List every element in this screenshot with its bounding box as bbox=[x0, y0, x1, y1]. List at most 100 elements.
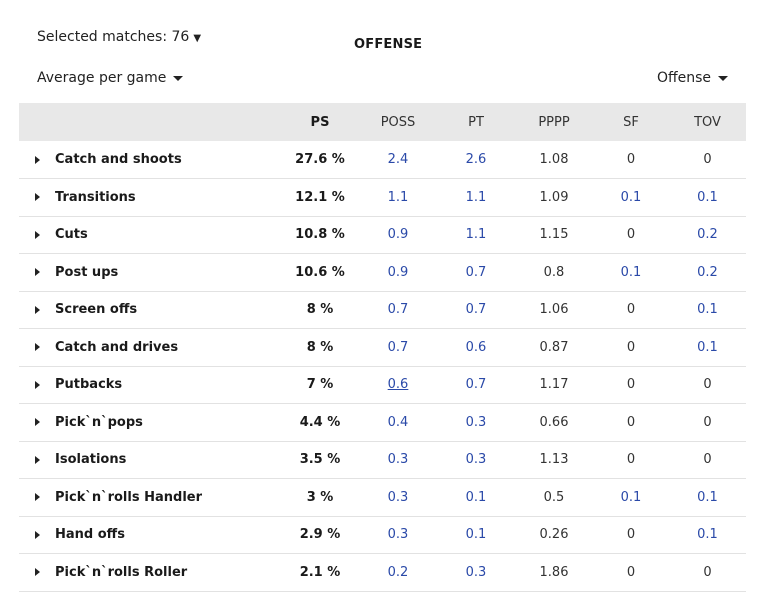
table-row: Catch and drives 8 % 0.7 0.6 0.87 0 0.1 bbox=[19, 329, 746, 367]
table-row: Post ups 10.6 % 0.9 0.7 0.8 0.1 0.2 bbox=[19, 254, 746, 292]
column-header-pppp[interactable]: PPPP bbox=[538, 114, 570, 130]
row-name-cell[interactable]: Transitions bbox=[19, 179, 281, 217]
row-name: Pick`n`rolls Handler bbox=[55, 489, 203, 505]
ps-cell: 8 % bbox=[306, 302, 334, 318]
pt-cell[interactable]: 0.7 bbox=[465, 302, 487, 318]
pppp-cell: 1.09 bbox=[539, 189, 569, 205]
row-name-cell[interactable]: Hand offs bbox=[19, 516, 281, 554]
expand-arrow-icon[interactable] bbox=[35, 230, 40, 239]
poss-cell[interactable]: 0.3 bbox=[387, 527, 409, 543]
row-name: Transitions bbox=[55, 189, 136, 205]
tov-cell[interactable]: 0.1 bbox=[697, 489, 718, 505]
tov-cell[interactable]: 0.1 bbox=[697, 302, 718, 318]
pt-cell[interactable]: 0.3 bbox=[465, 414, 487, 430]
table-row: Isolations 3.5 % 0.3 0.3 1.13 0 0 bbox=[19, 441, 746, 479]
row-name-cell[interactable]: Catch and shoots bbox=[19, 141, 281, 179]
offense-dropdown[interactable]: Offense bbox=[657, 70, 728, 86]
pt-cell[interactable]: 0.6 bbox=[465, 339, 487, 355]
table-header-row: PS POSS PT PPPP SF TOV bbox=[19, 103, 746, 141]
ps-cell: 7 % bbox=[306, 377, 334, 393]
sf-cell[interactable]: 0.1 bbox=[620, 264, 642, 280]
table-row: Catch and shoots 27.6 % 2.4 2.6 1.08 0 0 bbox=[19, 141, 746, 179]
pt-cell[interactable]: 0.1 bbox=[465, 527, 487, 543]
column-header-ps[interactable]: PS bbox=[310, 114, 330, 130]
poss-cell[interactable]: 0.3 bbox=[387, 489, 409, 505]
row-name: Isolations bbox=[55, 452, 127, 468]
poss-cell[interactable]: 0.7 bbox=[387, 302, 409, 318]
chevron-down-icon bbox=[173, 75, 184, 81]
row-name-cell[interactable]: Catch and drives bbox=[19, 329, 281, 367]
tov-cell: 0 bbox=[703, 152, 712, 167]
pt-cell[interactable]: 0.3 bbox=[465, 452, 487, 468]
pt-cell[interactable]: 0.7 bbox=[465, 264, 487, 280]
expand-arrow-icon[interactable] bbox=[35, 493, 40, 502]
pt-cell[interactable]: 0.3 bbox=[465, 564, 487, 580]
playtype-table: PS POSS PT PPPP SF TOV Catch and shoots 2… bbox=[19, 103, 746, 592]
poss-cell[interactable]: 0.2 bbox=[387, 564, 409, 580]
sf-cell[interactable]: 0.1 bbox=[620, 489, 642, 505]
table-row: Cuts 10.8 % 0.9 1.1 1.15 0 0.2 bbox=[19, 216, 746, 254]
tov-cell: 0 bbox=[703, 564, 712, 580]
expand-arrow-icon[interactable] bbox=[35, 268, 40, 277]
column-header-sf[interactable]: SF bbox=[623, 114, 639, 130]
poss-cell[interactable]: 2.4 bbox=[387, 152, 409, 167]
sf-cell[interactable]: 0.1 bbox=[620, 189, 642, 205]
row-name-cell[interactable]: Putbacks bbox=[19, 366, 281, 404]
column-header-pt[interactable]: PT bbox=[468, 114, 484, 130]
expand-arrow-icon[interactable] bbox=[35, 305, 40, 314]
row-name-cell[interactable]: Screen offs bbox=[19, 291, 281, 329]
poss-cell[interactable]: 0.3 bbox=[387, 452, 409, 468]
row-name: Cuts bbox=[55, 227, 88, 243]
tov-cell[interactable]: 0.1 bbox=[697, 189, 718, 205]
row-name: Hand offs bbox=[55, 527, 125, 543]
selected-matches-dropdown[interactable]: Selected matches: 76 ▼ bbox=[37, 29, 201, 45]
expand-arrow-icon[interactable] bbox=[35, 343, 40, 352]
pt-cell[interactable]: 0.7 bbox=[465, 377, 487, 393]
pppp-cell: 1.06 bbox=[539, 302, 569, 318]
row-name-cell[interactable]: Pick`n`rolls Handler bbox=[19, 479, 281, 517]
poss-cell[interactable]: 0.4 bbox=[387, 414, 409, 430]
expand-arrow-icon[interactable] bbox=[35, 418, 40, 427]
expand-arrow-icon[interactable] bbox=[35, 155, 40, 164]
tov-cell[interactable]: 0.2 bbox=[697, 264, 718, 280]
ps-cell: 12.1 % bbox=[295, 189, 345, 205]
poss-cell[interactable]: 0.9 bbox=[387, 264, 409, 280]
average-select-label: Average per game bbox=[37, 70, 167, 86]
row-name-cell[interactable]: Pick`n`rolls Roller bbox=[19, 554, 281, 592]
sf-cell: 0 bbox=[626, 227, 636, 243]
row-name-cell[interactable]: Isolations bbox=[19, 441, 281, 479]
tov-cell[interactable]: 0.1 bbox=[697, 527, 718, 543]
sf-cell: 0 bbox=[626, 527, 636, 543]
poss-cell[interactable]: 0.7 bbox=[387, 339, 409, 355]
row-name: Catch and shoots bbox=[55, 152, 182, 167]
row-name-cell[interactable]: Pick`n`pops bbox=[19, 404, 281, 442]
row-name-cell[interactable]: Post ups bbox=[19, 254, 281, 292]
pt-cell[interactable]: 1.1 bbox=[465, 189, 487, 205]
tov-cell[interactable]: 0.1 bbox=[697, 339, 718, 355]
average-per-game-dropdown[interactable]: Average per game bbox=[37, 70, 184, 86]
pt-cell[interactable]: 2.6 bbox=[465, 152, 487, 167]
ps-cell: 4.4 % bbox=[299, 414, 341, 430]
column-header-tov[interactable]: TOV bbox=[694, 114, 721, 130]
expand-arrow-icon[interactable] bbox=[35, 568, 40, 577]
pt-cell[interactable]: 1.1 bbox=[465, 227, 487, 243]
expand-arrow-icon[interactable] bbox=[35, 380, 40, 389]
pppp-cell: 1.86 bbox=[539, 564, 569, 580]
pppp-cell: 0.8 bbox=[543, 264, 565, 280]
row-name-cell[interactable]: Cuts bbox=[19, 216, 281, 254]
expand-arrow-icon[interactable] bbox=[35, 530, 40, 539]
poss-cell[interactable]: 0.9 bbox=[387, 227, 409, 243]
table-row: Putbacks 7 % 0.6 0.7 1.17 0 0 bbox=[19, 366, 746, 404]
pt-cell[interactable]: 0.1 bbox=[465, 489, 487, 505]
expand-arrow-icon[interactable] bbox=[35, 193, 40, 202]
expand-arrow-icon[interactable] bbox=[35, 455, 40, 464]
poss-cell[interactable]: 0.6 bbox=[387, 377, 409, 393]
pppp-cell: 1.13 bbox=[539, 452, 569, 468]
sf-cell: 0 bbox=[626, 152, 636, 167]
tov-cell[interactable]: 0.2 bbox=[697, 227, 718, 243]
ps-cell: 10.8 % bbox=[295, 227, 345, 243]
ps-cell: 8 % bbox=[306, 339, 334, 355]
column-header-poss[interactable]: POSS bbox=[380, 114, 416, 130]
row-name: Pick`n`rolls Roller bbox=[55, 564, 188, 580]
poss-cell[interactable]: 1.1 bbox=[387, 189, 409, 205]
